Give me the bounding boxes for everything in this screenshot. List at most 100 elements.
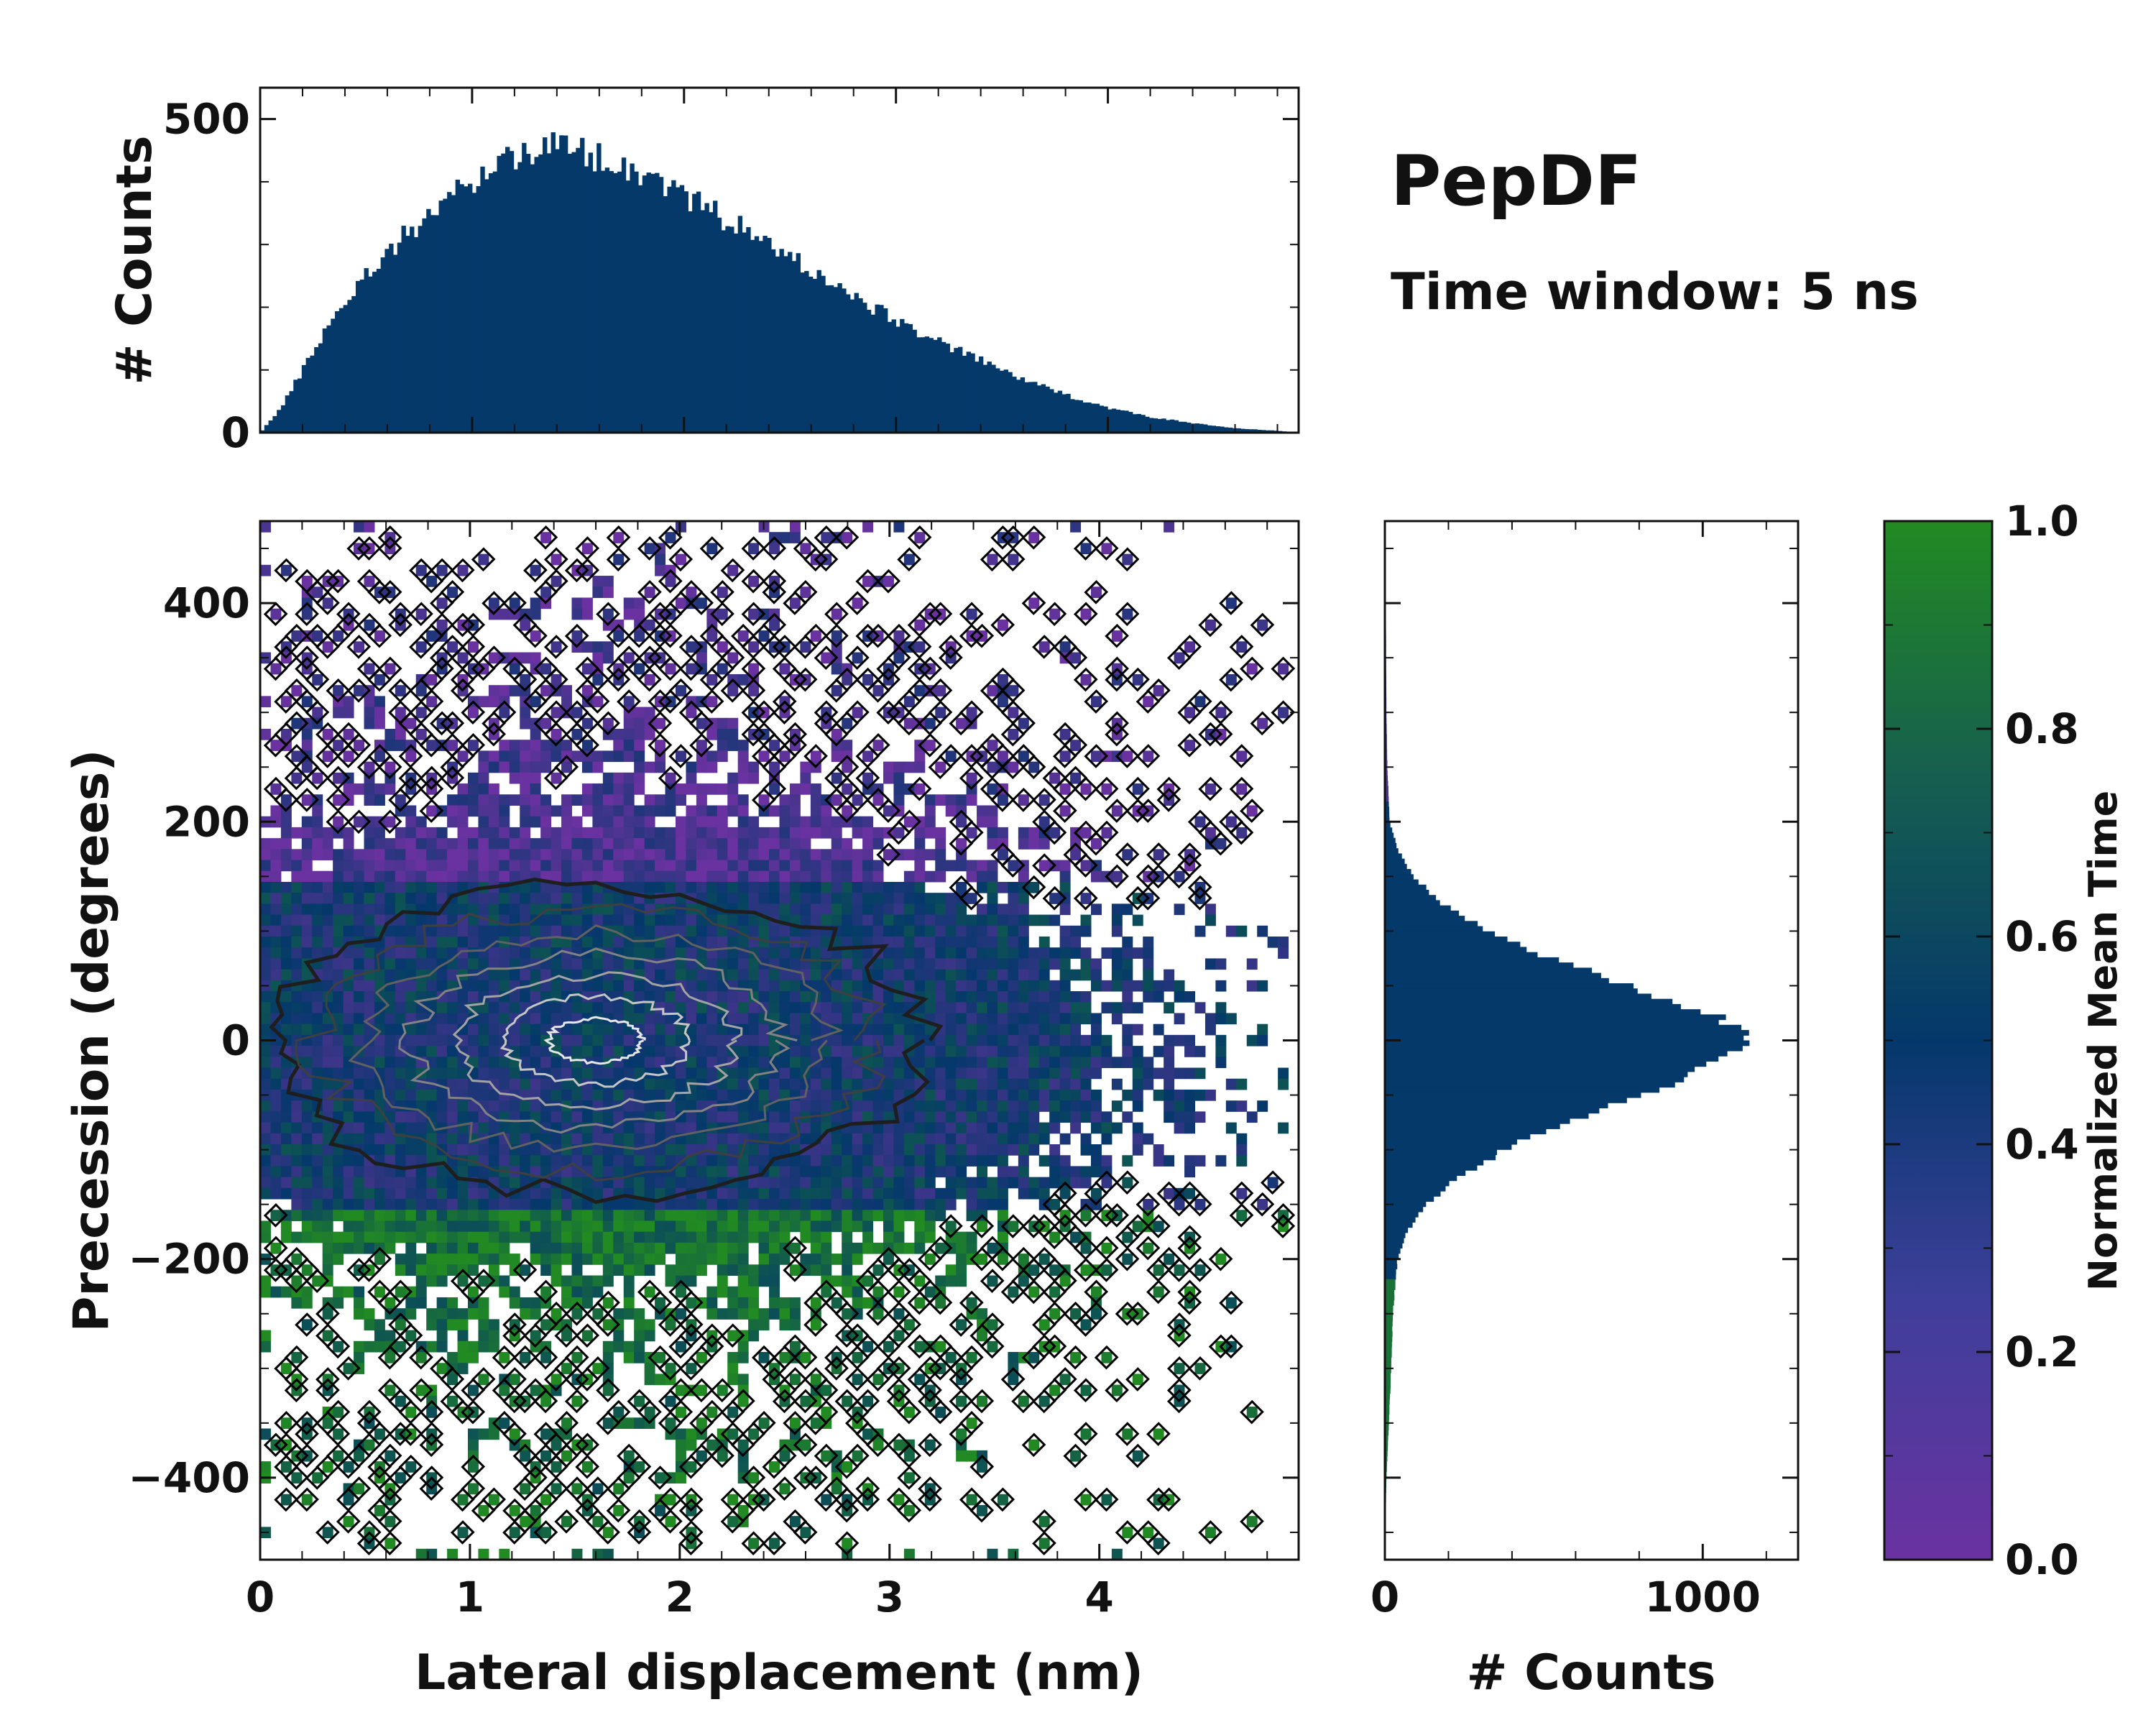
heatmap-cell (260, 1340, 271, 1353)
heatmap-cell (1143, 1527, 1154, 1539)
heatmap-cell (883, 1078, 894, 1090)
heatmap-cell (779, 958, 791, 970)
top-histogram-bar (389, 244, 394, 433)
heatmap-cell (592, 1144, 604, 1156)
heatmap-cell (426, 1034, 438, 1046)
heatmap-cell (644, 805, 655, 817)
heatmap-cell (977, 881, 987, 893)
heatmap-cell (312, 586, 323, 598)
heatmap-cell (301, 903, 313, 916)
heatmap-cell (1236, 1144, 1248, 1156)
heatmap-cell (717, 1034, 728, 1046)
heatmap-cell (1018, 1155, 1029, 1167)
heatmap-cell (1091, 1034, 1102, 1046)
heatmap-cell (1278, 707, 1289, 719)
heatmap-cell (447, 1111, 459, 1123)
heatmap-cell (1132, 980, 1143, 992)
heatmap-cell (322, 1264, 333, 1276)
heatmap-cell (997, 849, 1008, 861)
heatmap-cell (561, 1024, 572, 1036)
heatmap-cell (1008, 947, 1019, 959)
top-histogram-bar (854, 293, 859, 433)
heatmap-cell (447, 1352, 459, 1363)
heatmap-cell (893, 794, 905, 806)
heatmap-cell (623, 914, 635, 926)
heatmap-cell (945, 860, 957, 872)
heatmap-cell (436, 937, 448, 948)
heatmap-cell (956, 1078, 967, 1090)
heatmap-cell (696, 849, 707, 861)
top-histogram-bar (658, 177, 664, 433)
heatmap-cell (779, 903, 791, 916)
heatmap-cell (499, 1155, 510, 1167)
top-histogram-bar (372, 272, 377, 433)
heatmap-cell (291, 860, 303, 872)
heatmap-cell (810, 1024, 821, 1036)
heatmap-cell (696, 1220, 707, 1233)
heatmap-cell (706, 1013, 718, 1025)
heatmap-cell (831, 729, 842, 740)
heatmap-cell (581, 1461, 593, 1473)
heatmap-cell (706, 761, 718, 773)
heatmap-cell (1059, 729, 1071, 740)
heatmap-cell (737, 805, 749, 817)
heatmap-cell (499, 849, 510, 861)
heatmap-cell (893, 1034, 905, 1046)
heatmap-cell (779, 860, 791, 872)
heatmap-cell (457, 925, 469, 937)
heatmap-cell (592, 794, 604, 806)
heatmap-cell (333, 903, 344, 916)
heatmap-cell (301, 827, 313, 839)
heatmap-cell (852, 1286, 863, 1298)
heatmap-cell (1070, 1450, 1082, 1462)
heatmap-cell (530, 1254, 541, 1265)
heatmap-cell (499, 1122, 510, 1134)
heatmap-cell (852, 1144, 863, 1156)
heatmap-cell (956, 903, 967, 916)
heatmap-cell (1215, 1002, 1227, 1013)
heatmap-cell (987, 947, 998, 959)
heatmap-cell (260, 1330, 271, 1342)
top-histogram-bar (459, 184, 464, 433)
heatmap-cell (842, 1067, 853, 1080)
heatmap-cell (779, 1187, 791, 1200)
heatmap-cell (987, 816, 998, 828)
heatmap-cell (301, 1013, 313, 1025)
heatmap-cell (301, 1199, 313, 1210)
heatmap-cell (426, 893, 438, 904)
heatmap-cell (571, 1352, 583, 1363)
heatmap-cell (509, 870, 520, 883)
heatmap-cell (686, 816, 697, 828)
heatmap-cell (280, 947, 292, 959)
top-histogram-bar (310, 355, 315, 433)
heatmap-cell (842, 947, 853, 959)
heatmap-cell (447, 969, 459, 981)
heatmap-cell (977, 947, 987, 959)
heatmap-cell (384, 860, 396, 872)
heatmap-cell (997, 914, 1008, 926)
heatmap-cell (1070, 521, 1082, 533)
heatmap-cell (447, 794, 459, 806)
heatmap-cell (540, 893, 552, 904)
heatmap-cell (779, 1231, 791, 1243)
heatmap-cell (395, 1013, 406, 1025)
heatmap-cell (831, 893, 842, 904)
heatmap-cell (561, 849, 572, 861)
heatmap-cell (655, 761, 666, 773)
heatmap-cell (676, 1122, 686, 1134)
heatmap-cell (935, 1187, 946, 1200)
heatmap-cell (727, 1428, 739, 1440)
heatmap-cell (581, 838, 593, 850)
heatmap-cell (1122, 1024, 1133, 1036)
heatmap-cell (1080, 991, 1092, 1003)
heatmap-cell (436, 1275, 448, 1287)
heatmap-cell (540, 980, 552, 992)
heatmap-cell (862, 1155, 874, 1167)
heatmap-cell (779, 1078, 791, 1090)
heatmap-cell (1028, 1024, 1040, 1036)
heatmap-cell (395, 860, 406, 872)
heatmap-cell (789, 1417, 801, 1429)
heatmap-cell (842, 1155, 853, 1167)
heatmap-cell (478, 1428, 489, 1440)
heatmap-cell (343, 849, 354, 861)
